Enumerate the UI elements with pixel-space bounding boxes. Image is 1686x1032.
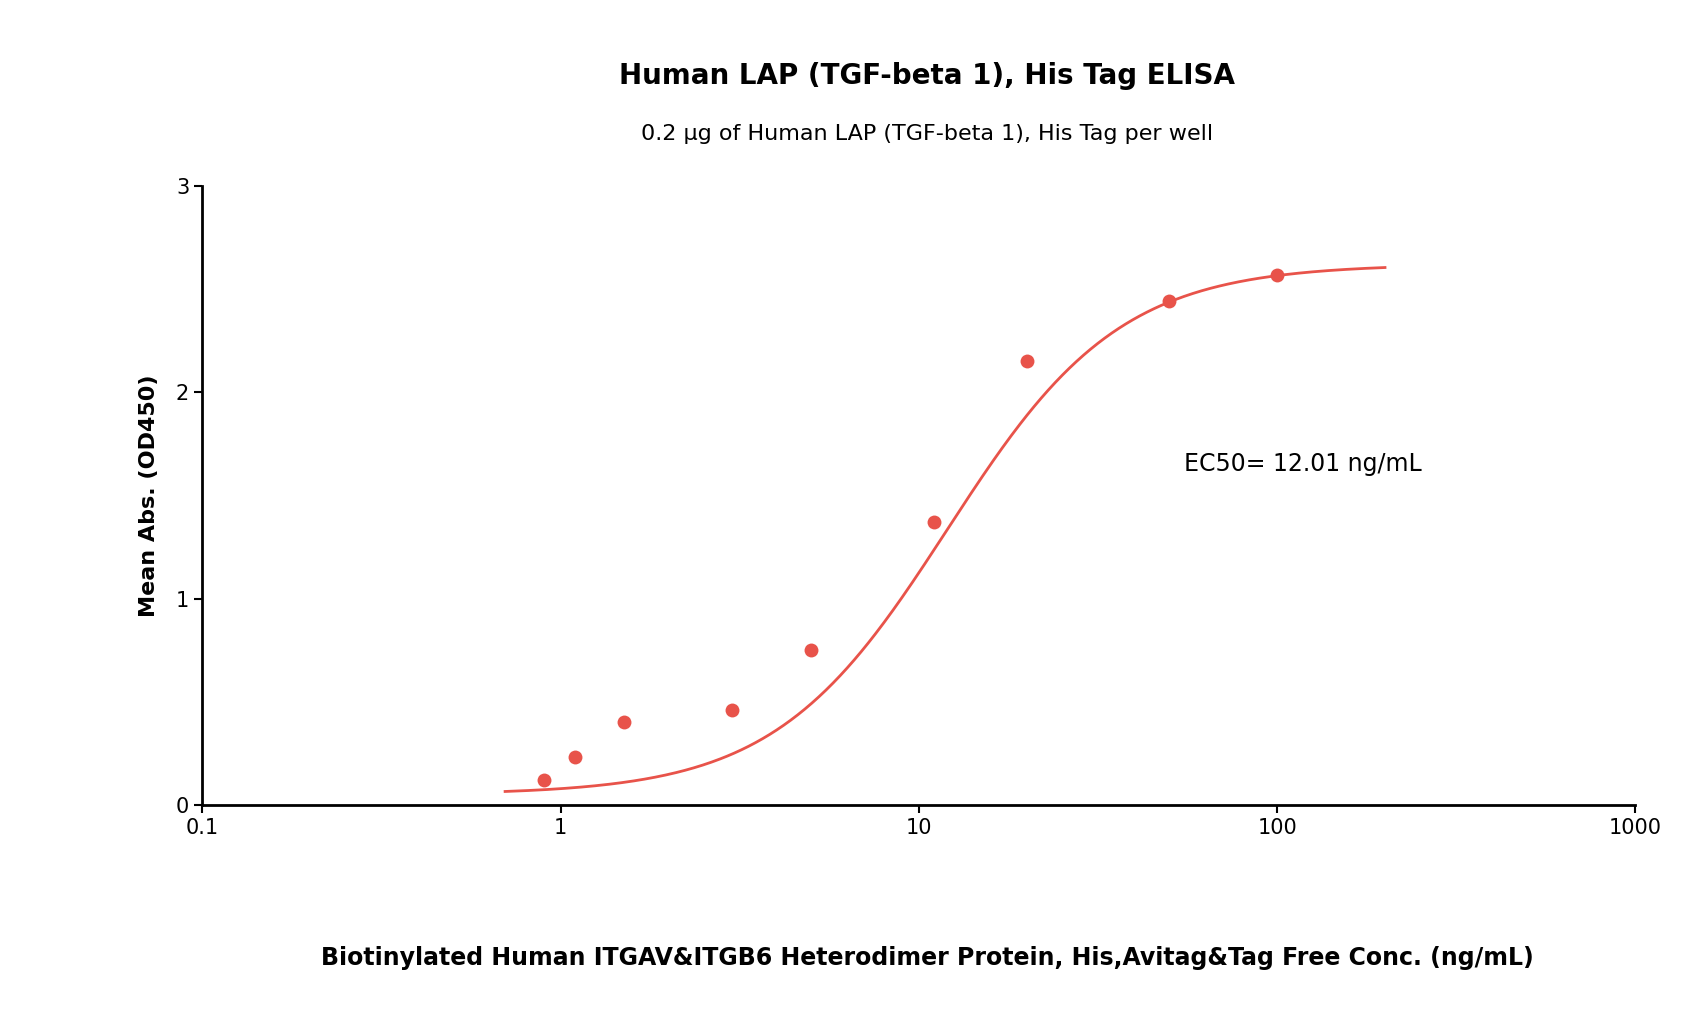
Text: 0.2 μg of Human LAP (TGF-beta 1), His Tag per well: 0.2 μg of Human LAP (TGF-beta 1), His Ta… xyxy=(641,124,1214,143)
Text: Human LAP (TGF-beta 1), His Tag ELISA: Human LAP (TGF-beta 1), His Tag ELISA xyxy=(619,62,1236,90)
Y-axis label: Mean Abs. (OD450): Mean Abs. (OD450) xyxy=(140,375,158,616)
Text: EC50= 12.01 ng/mL: EC50= 12.01 ng/mL xyxy=(1184,452,1421,477)
Text: Biotinylated Human ITGAV&ITGB6 Heterodimer Protein, His,Avitag&Tag Free Conc. (n: Biotinylated Human ITGAV&ITGB6 Heterodim… xyxy=(320,946,1534,970)
